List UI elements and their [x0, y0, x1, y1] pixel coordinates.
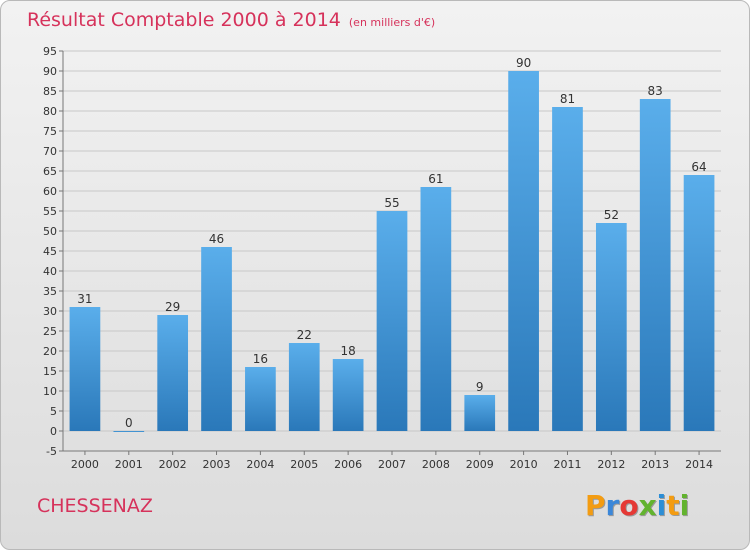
logo-letter: i: [679, 489, 690, 522]
y-tick-label: 15: [43, 365, 57, 378]
bar-value-label: 81: [560, 92, 575, 106]
bar: [113, 431, 145, 432]
x-tick-label: 2010: [510, 458, 538, 471]
bar-value-label: 61: [428, 172, 443, 186]
bar-value-label: 46: [209, 232, 224, 246]
commune-name: CHESSENAZ: [37, 495, 153, 517]
logo-letter: o: [619, 489, 639, 522]
bars-layer: [69, 71, 715, 432]
bar-value-label: 64: [691, 160, 706, 174]
bar: [201, 247, 232, 431]
y-tick-label: 30: [43, 305, 57, 318]
x-tick-label: 2007: [378, 458, 406, 471]
bar-value-label: 0: [125, 416, 133, 430]
bar-value-label: 90: [516, 56, 531, 70]
bar: [332, 359, 364, 431]
y-tick-label: 50: [43, 225, 57, 238]
x-tick-label: 2008: [422, 458, 450, 471]
logo-letter: r: [605, 489, 620, 522]
logo-letter: i: [656, 489, 667, 522]
x-tick-label: 2009: [466, 458, 494, 471]
y-tick-label: 60: [43, 185, 57, 198]
x-tick-label: 2005: [290, 458, 318, 471]
y-tick-label: 70: [43, 145, 57, 158]
y-tick-label: 0: [50, 425, 57, 438]
y-tick-label: 10: [43, 385, 57, 398]
bar-value-label: 22: [297, 328, 312, 342]
x-tick-label: 2012: [597, 458, 625, 471]
y-tick-label: 95: [43, 45, 57, 58]
y-tick-label: -5: [46, 445, 57, 458]
bar-value-label: 31: [77, 292, 92, 306]
x-tick-label: 2014: [685, 458, 713, 471]
y-tick-label: 45: [43, 245, 57, 258]
bar-value-label: 55: [384, 196, 399, 210]
bar: [508, 71, 539, 431]
bar: [639, 99, 671, 431]
bar: [288, 343, 320, 431]
logo-letter: P: [585, 489, 606, 522]
bar: [245, 367, 276, 431]
bar-value-label: 16: [253, 352, 268, 366]
bar: [69, 307, 101, 431]
bar: [420, 187, 452, 431]
proxiti-logo: Proxiti: [585, 489, 689, 522]
y-tick-label: 25: [43, 325, 57, 338]
y-tick-label: 80: [43, 105, 57, 118]
bar: [157, 315, 189, 431]
x-tick-label: 2004: [246, 458, 274, 471]
chart-subtitle: (en milliers d'€): [348, 16, 436, 29]
y-tick-label: 5: [50, 405, 57, 418]
y-tick-label: 20: [43, 345, 57, 358]
bar-value-label: 9: [476, 380, 484, 394]
x-tick-label: 2013: [641, 458, 669, 471]
x-tick-label: 2011: [553, 458, 581, 471]
logo-letter: t: [666, 489, 680, 522]
y-tick-label: 35: [43, 285, 57, 298]
logo-letter: x: [638, 489, 657, 522]
x-tick-label: 2001: [115, 458, 143, 471]
bar: [683, 175, 715, 431]
x-tick-label: 2002: [159, 458, 187, 471]
y-tick-label: 85: [43, 85, 57, 98]
bar: [464, 395, 496, 431]
bar-value-label: 52: [604, 208, 619, 222]
x-tick-label: 2003: [203, 458, 231, 471]
x-tick-label: 2000: [71, 458, 99, 471]
chart-title-text: Résultat Comptable 2000 à 2014: [27, 9, 341, 31]
bar-value-label: 83: [648, 84, 663, 98]
chart-title: Résultat Comptable 2000 à 2014 (en millie…: [27, 9, 435, 31]
y-tick-label: 65: [43, 165, 57, 178]
labels-layer: -505101520253035404550556065707580859095…: [43, 45, 713, 471]
y-tick-label: 90: [43, 65, 57, 78]
bar-value-label: 29: [165, 300, 180, 314]
x-tick-label: 2006: [334, 458, 362, 471]
bar-value-label: 18: [340, 344, 355, 358]
y-tick-label: 40: [43, 265, 57, 278]
bar: [376, 211, 408, 431]
bar: [552, 107, 583, 431]
y-tick-label: 55: [43, 205, 57, 218]
bar: [595, 223, 627, 431]
y-tick-label: 75: [43, 125, 57, 138]
